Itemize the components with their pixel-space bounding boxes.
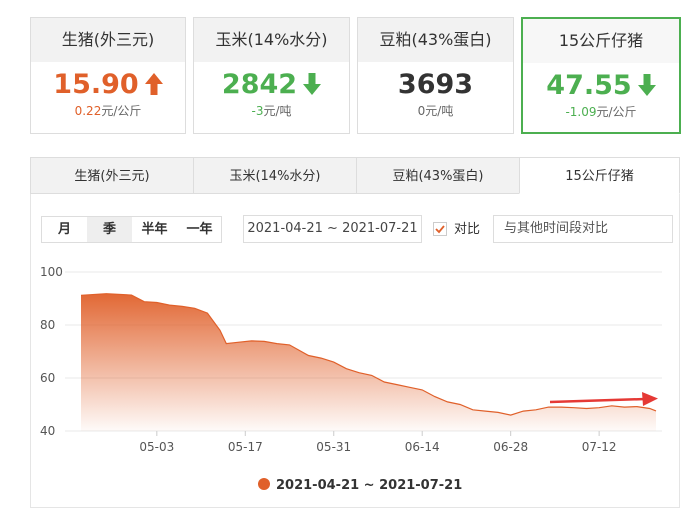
card-change: -1.09 (565, 105, 597, 119)
compare-label: 对比 (454, 222, 481, 237)
card-value: 2842 (221, 69, 298, 100)
card-value: 3693 (397, 69, 474, 100)
card-title: 15公斤仔猪 (523, 19, 679, 63)
card-change: -3 (251, 104, 264, 118)
legend-label: 2021-04-21 ~ 2021-07-21 (276, 478, 462, 493)
card-unit: 元/吨 (425, 104, 454, 118)
tab[interactable]: 15公斤仔猪 (519, 157, 680, 194)
x-tick-label: 06-14 (405, 440, 440, 454)
x-tick-label: 07-12 (582, 440, 617, 454)
card-title: 生猪(外三元) (31, 18, 185, 62)
card-value: 15.90 (53, 69, 139, 100)
price-card[interactable]: 生猪(外三元) 15.90 0.22元/公斤 (30, 17, 186, 134)
price-card[interactable]: 玉米(14%水分) 2842 -3元/吨 (193, 17, 350, 134)
trend-annotation-arrow (549, 392, 658, 406)
period-button[interactable]: 半年 (132, 216, 177, 243)
area (81, 293, 656, 431)
period-button[interactable]: 月 (42, 216, 87, 243)
card-change: 0 (417, 104, 426, 118)
card-value-row: 47.55 (523, 69, 679, 103)
line (80, 293, 657, 416)
x-tick-label: 05-03 (139, 440, 174, 454)
y-tick-label: 100 (40, 265, 63, 279)
tab[interactable]: 生猪(外三元) (30, 157, 194, 194)
card-change: 0.22 (74, 104, 102, 118)
card-unit: 元/公斤 (101, 104, 142, 118)
tab[interactable]: 豆粕(43%蛋白) (356, 157, 520, 194)
card-change-row: -3元/吨 (194, 102, 349, 120)
period-button[interactable]: 季 (87, 216, 132, 243)
card-change-row: -1.09元/公斤 (523, 103, 679, 121)
legend-marker (258, 478, 270, 490)
date-range-input[interactable]: 2021-04-21 ~ 2021-07-21 (243, 215, 422, 243)
trend-arrow (144, 73, 163, 95)
trend-arrow (303, 73, 322, 95)
card-title: 玉米(14%水分) (194, 18, 349, 62)
check-mark (435, 225, 445, 234)
card-value-row: 3693 (358, 68, 513, 102)
price-card[interactable]: 豆粕(43%蛋白) 3693 0元/吨 (357, 17, 514, 134)
card-unit: 元/公斤 (596, 105, 637, 119)
card-change-row: 0.22元/公斤 (31, 102, 185, 120)
card-change-row: 0元/吨 (358, 102, 513, 120)
x-tick-label: 05-17 (228, 440, 263, 454)
card-title: 豆粕(43%蛋白) (358, 18, 513, 62)
card-unit: 元/吨 (263, 104, 292, 118)
x-tick-label: 05-31 (316, 440, 351, 454)
tab[interactable]: 玉米(14%水分) (193, 157, 357, 194)
compare-checkbox[interactable] (433, 222, 447, 236)
compare-input[interactable]: 与其他时间段对比 (493, 215, 673, 243)
card-value-row: 2842 (194, 68, 349, 102)
y-tick-label: 80 (40, 318, 55, 332)
card-value-row: 15.90 (31, 68, 185, 102)
trend-arrow (637, 74, 656, 96)
y-tick-label: 40 (40, 424, 55, 438)
y-tick-label: 60 (40, 371, 55, 385)
card-value: 47.55 (546, 70, 632, 101)
price-card[interactable]: 15公斤仔猪 47.55 -1.09元/公斤 (521, 17, 681, 134)
period-button[interactable]: 一年 (177, 216, 222, 243)
x-tick-label: 06-28 (493, 440, 528, 454)
